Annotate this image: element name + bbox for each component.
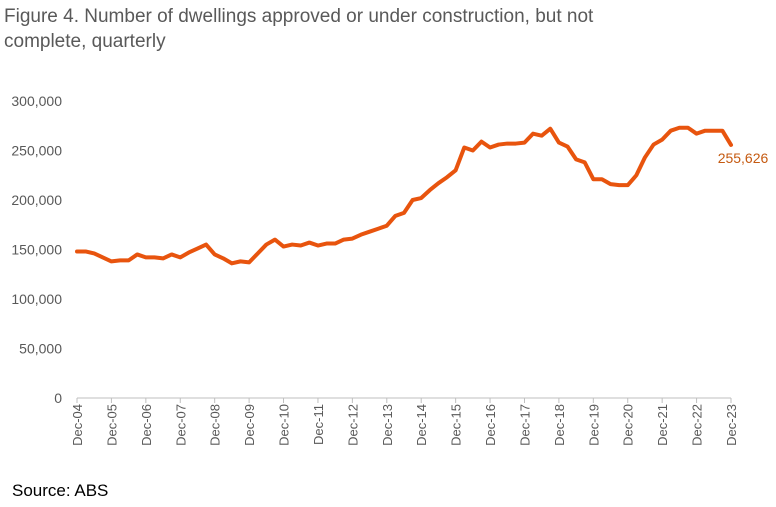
source-note: Source: ABS	[12, 481, 109, 500]
x-tick-label: Dec-07	[173, 404, 188, 446]
y-tick-label: 150,000	[11, 242, 62, 258]
x-tick-label: Dec-13	[380, 404, 395, 446]
y-tick-label: 0	[54, 390, 62, 406]
x-tick-label: Dec-23	[724, 404, 739, 446]
x-tick-label: Dec-17	[517, 404, 532, 446]
end-value-label: 255,626	[718, 150, 769, 166]
plot-area: 255,626	[75, 125, 769, 266]
y-tick-label: 300,000	[11, 93, 62, 109]
x-tick-label: Dec-14	[414, 404, 429, 446]
x-tick-label: Dec-12	[345, 404, 360, 446]
x-tick-label: Dec-08	[208, 404, 223, 446]
x-tick-label: Dec-05	[104, 404, 119, 446]
x-tick-label: Dec-04	[70, 404, 85, 446]
x-tick-label: Dec-09	[242, 404, 257, 446]
series-line	[75, 125, 733, 266]
y-tick-label: 200,000	[11, 192, 62, 208]
x-tick-label: Dec-10	[277, 404, 292, 446]
x-tick-label: Dec-21	[655, 404, 670, 446]
y-axis: 0 50,000 100,000 150,000 200,000 250,000 300,0…	[11, 93, 62, 406]
x-tick-label: Dec-20	[621, 404, 636, 446]
x-tick-label: Dec-16	[483, 404, 498, 446]
y-tick-label: 250,000	[11, 143, 62, 159]
x-tick-label: Dec-06	[139, 404, 154, 446]
y-tick-label: 100,000	[11, 291, 62, 307]
x-tick-label: Dec-19	[586, 404, 601, 446]
line-chart: 0 50,000 100,000 150,000 200,000 250,000 300,0…	[11, 93, 769, 446]
x-axis: Dec-04 Dec-05 Dec-06 Dec-07 Dec-08 Dec-09 Dec-…	[70, 397, 739, 446]
chart-title: Figure 4. Number of dwellings approved o…	[4, 6, 594, 52]
x-tick-label: Dec-11	[311, 404, 326, 445]
x-tick-label: Dec-18	[552, 404, 567, 446]
x-tick-label: Dec-15	[449, 404, 464, 446]
y-tick-label: 50,000	[19, 341, 62, 357]
x-tick-label: Dec-22	[690, 404, 705, 446]
